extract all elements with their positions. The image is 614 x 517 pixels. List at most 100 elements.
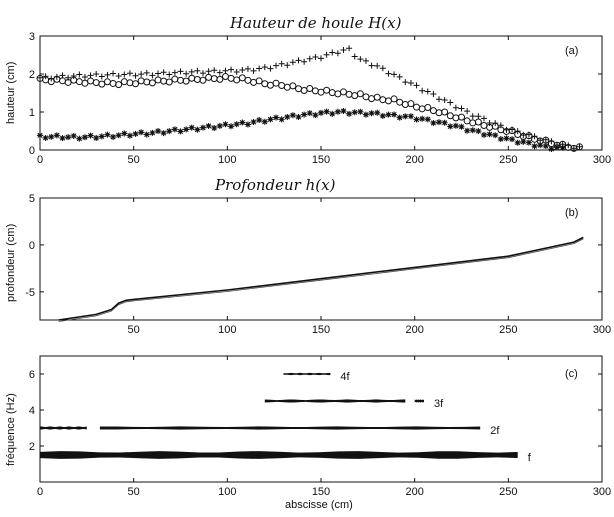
x-tick-label-c: 0 xyxy=(37,486,43,498)
data-point-star xyxy=(402,113,409,120)
data-point-circle xyxy=(160,77,168,85)
data-point-circle xyxy=(351,92,359,100)
data-point-circle xyxy=(272,79,280,87)
data-point-plus xyxy=(132,72,139,79)
data-point-star xyxy=(121,130,128,137)
x-tick-label-a: 100 xyxy=(218,154,236,166)
data-point-star xyxy=(542,143,549,150)
data-point-star xyxy=(177,128,184,135)
data-point-plus xyxy=(351,53,358,60)
data-point-star xyxy=(351,109,358,116)
data-point-plus xyxy=(273,62,280,69)
data-point-star xyxy=(278,116,285,123)
data-point-star xyxy=(93,134,100,141)
y-tick-label-a: 2 xyxy=(29,69,35,81)
data-point-star xyxy=(385,111,392,118)
data-point-plus xyxy=(475,113,482,120)
band-segment xyxy=(99,426,481,430)
data-point-plus xyxy=(407,79,414,86)
data-point-star xyxy=(537,142,544,149)
data-point-star xyxy=(244,121,251,128)
data-point-circle xyxy=(441,108,449,116)
x-tick-label-c: 150 xyxy=(312,486,330,498)
data-point-plus xyxy=(441,97,448,104)
data-point-circle xyxy=(306,85,314,93)
y-tick-label-b: 5 xyxy=(29,193,35,205)
data-point-star xyxy=(436,119,443,126)
depth-line-secondary xyxy=(58,238,584,322)
data-point-star xyxy=(480,131,487,138)
data-point-star xyxy=(138,129,145,136)
data-point-star xyxy=(559,144,566,151)
data-point-circle xyxy=(525,132,533,140)
data-point-plus xyxy=(430,90,437,97)
data-point-circle xyxy=(182,77,190,85)
band-segment xyxy=(414,399,424,403)
band-segment xyxy=(264,399,406,403)
data-point-circle xyxy=(261,80,269,88)
data-point-star xyxy=(340,108,347,115)
panel-c-xlabel: abscisse (cm) xyxy=(285,499,353,511)
data-point-plus xyxy=(104,71,111,78)
data-point-star xyxy=(115,132,122,139)
x-tick-label-b: 50 xyxy=(128,324,140,336)
data-point-plus xyxy=(306,55,313,62)
data-point-plus xyxy=(143,69,150,76)
data-point-circle xyxy=(58,77,66,85)
data-point-plus xyxy=(312,53,319,60)
data-point-plus xyxy=(256,65,263,72)
data-point-star xyxy=(233,121,240,128)
data-point-plus xyxy=(323,51,330,58)
data-point-star xyxy=(503,135,510,142)
data-point-star xyxy=(419,115,426,122)
data-point-plus xyxy=(486,120,493,127)
data-point-circle xyxy=(103,78,111,86)
data-point-circle xyxy=(413,103,421,111)
data-point-circle xyxy=(221,72,229,80)
data-point-star xyxy=(37,132,43,139)
data-point-circle xyxy=(87,77,95,85)
data-point-circle xyxy=(255,77,263,85)
data-point-star xyxy=(509,136,516,143)
data-point-circle xyxy=(334,90,342,98)
data-point-plus xyxy=(261,64,268,71)
y-tick-label-b: -5 xyxy=(25,287,35,299)
data-point-plus xyxy=(464,108,471,115)
data-point-circle xyxy=(452,114,460,122)
data-point-star xyxy=(132,130,139,137)
data-point-circle xyxy=(418,105,426,113)
panel-a: Hauteur de houle H(x) (a) hauteur (cm) 0… xyxy=(5,14,611,166)
data-point-star xyxy=(374,109,381,116)
data-point-plus xyxy=(121,71,128,78)
data-point-circle xyxy=(137,77,145,85)
data-point-circle xyxy=(396,98,404,106)
data-point-plus xyxy=(396,73,403,80)
data-point-circle xyxy=(289,82,297,90)
data-point-star xyxy=(42,134,49,141)
data-point-circle xyxy=(390,95,398,103)
data-point-star xyxy=(301,111,308,118)
data-point-plus xyxy=(413,82,420,89)
data-point-star xyxy=(520,138,527,145)
x-tick-label-b: 250 xyxy=(499,324,517,336)
data-point-circle xyxy=(317,88,325,96)
band-4f: 4f xyxy=(283,371,350,383)
data-point-plus xyxy=(216,69,223,76)
data-point-circle xyxy=(283,83,291,91)
data-point-plus xyxy=(171,69,178,76)
band-label-4f: 4f xyxy=(340,371,350,383)
y-tick-label-a: 0 xyxy=(29,145,35,157)
data-point-plus xyxy=(419,87,426,94)
data-point-star xyxy=(149,129,156,136)
y-tick-label-c: 4 xyxy=(29,405,35,417)
data-point-circle xyxy=(143,78,151,86)
series-plus xyxy=(37,45,583,152)
data-point-circle xyxy=(98,80,106,88)
data-point-star xyxy=(76,135,83,142)
data-point-star xyxy=(194,126,201,133)
data-point-plus xyxy=(284,62,291,69)
data-point-star xyxy=(441,119,448,126)
panel-a-ylabel: hauteur (cm) xyxy=(5,62,17,124)
data-point-plus xyxy=(149,72,156,79)
series-star xyxy=(37,108,566,153)
